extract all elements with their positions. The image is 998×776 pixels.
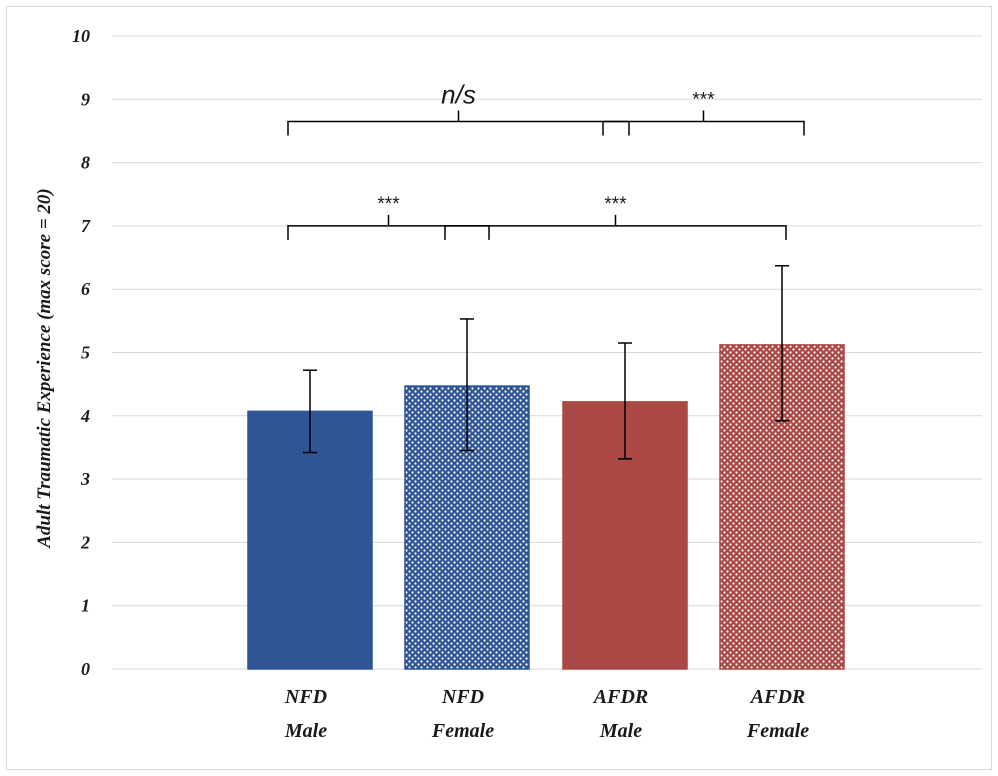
- gridlines: [112, 35, 982, 670]
- x-tick-label: AFDR: [592, 686, 648, 708]
- bars: [247, 344, 845, 670]
- significance-bracket: [602, 110, 805, 136]
- y-tick-label: 7: [81, 216, 91, 236]
- bar: [247, 410, 373, 670]
- y-tick-label: 4: [80, 406, 90, 426]
- y-tick-label: 2: [80, 532, 90, 552]
- significance-label: ***: [692, 89, 715, 110]
- x-tick-label: Male: [284, 720, 327, 742]
- y-tick-label: 0: [81, 659, 90, 679]
- y-tick-label: 1: [81, 596, 90, 616]
- significance-bracket: [444, 214, 787, 240]
- significance-label: ***: [604, 194, 627, 215]
- x-tick-label: AFDR: [749, 686, 805, 708]
- significance-bracket: [287, 214, 490, 240]
- axis-labels: 0 1 2 3 4 5 6 7 8 9 10 NFD Male NFD Female AFDR Male AFDR…: [34, 26, 809, 742]
- significance-bracket: [287, 110, 630, 136]
- x-tick-label: NFD: [441, 686, 484, 708]
- error-bars: [303, 265, 789, 460]
- x-tick-label: Female: [431, 720, 494, 742]
- x-tick-label: Female: [746, 720, 809, 742]
- y-tick-label: 6: [81, 279, 90, 299]
- significance-label: n/s: [441, 79, 476, 109]
- significance-label: ***: [377, 194, 400, 215]
- y-tick-label: 10: [72, 26, 90, 46]
- significance-annotations: n/s *** *** ***: [287, 79, 805, 240]
- y-tick-label: 8: [81, 153, 90, 173]
- y-tick-label: 5: [81, 343, 90, 363]
- x-tick-label: NFD: [284, 686, 327, 708]
- x-tick-label: Male: [599, 720, 642, 742]
- y-tick-label: 9: [81, 89, 90, 109]
- y-tick-label: 3: [80, 469, 90, 489]
- y-axis-label: Adult Traumatic Experience (max score = …: [34, 188, 55, 549]
